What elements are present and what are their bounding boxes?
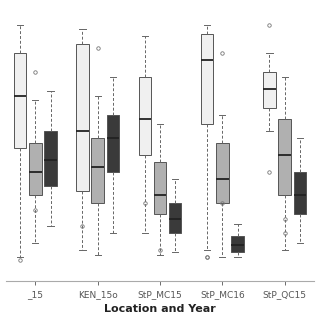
PathPatch shape (263, 72, 276, 108)
PathPatch shape (107, 115, 119, 172)
PathPatch shape (44, 131, 57, 186)
PathPatch shape (14, 53, 26, 148)
PathPatch shape (154, 162, 166, 214)
PathPatch shape (231, 236, 244, 252)
PathPatch shape (92, 139, 104, 203)
PathPatch shape (169, 203, 181, 233)
PathPatch shape (29, 143, 42, 196)
PathPatch shape (139, 77, 151, 155)
PathPatch shape (278, 119, 291, 196)
PathPatch shape (201, 34, 213, 124)
PathPatch shape (76, 44, 89, 191)
PathPatch shape (216, 143, 228, 203)
X-axis label: Location and Year: Location and Year (104, 304, 216, 315)
PathPatch shape (294, 172, 306, 214)
